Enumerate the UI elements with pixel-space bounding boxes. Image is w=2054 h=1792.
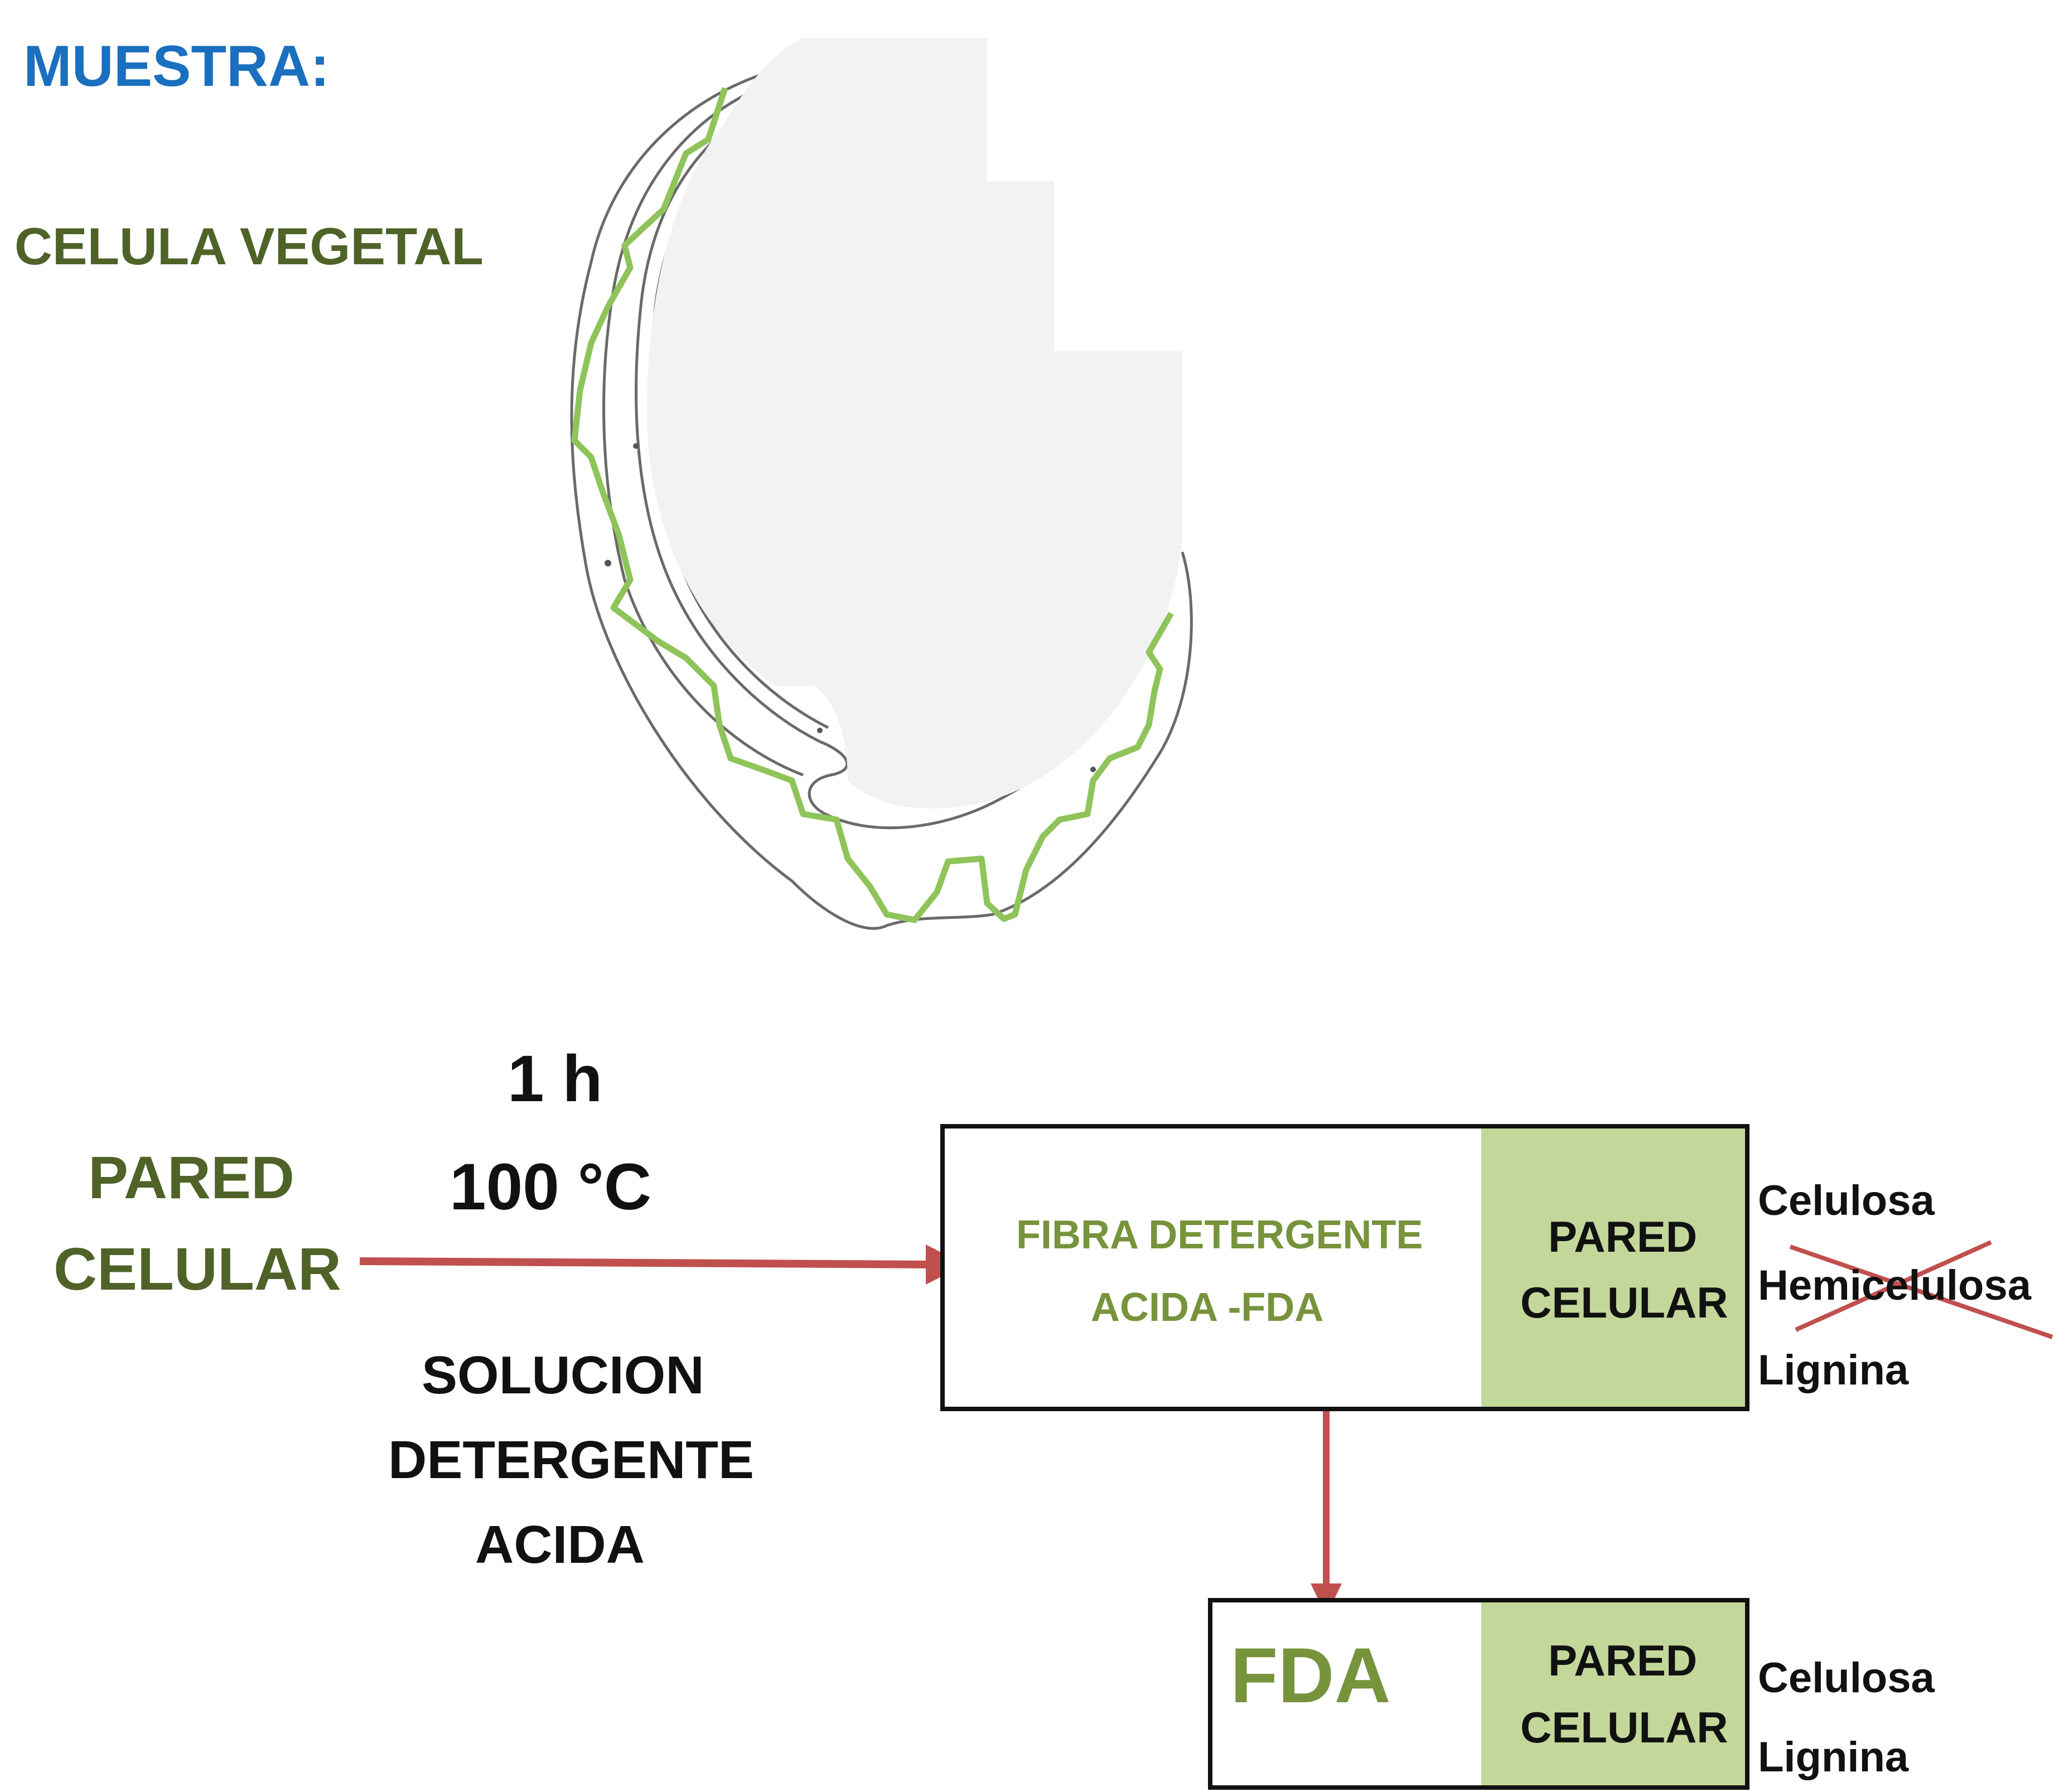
cytoplasm-region bbox=[647, 38, 1182, 809]
strike-x bbox=[1789, 1240, 2053, 1339]
reaction-arrow bbox=[359, 1244, 965, 1285]
cell-wall-outline bbox=[571, 87, 1174, 923]
result-label: FDA bbox=[1230, 1631, 1391, 1719]
reagent-line2: DETERGENTE bbox=[388, 1430, 755, 1490]
fda-box-line2: ACIDA -FDA bbox=[1091, 1285, 1324, 1330]
fda-wall-line1: PARED bbox=[1548, 1212, 1698, 1261]
result-box: FDA PARED CELULAR bbox=[1208, 1598, 1749, 1790]
condition-temperature: 100 °C bbox=[450, 1150, 652, 1224]
result-component-lignina: Lignina bbox=[1758, 1733, 1909, 1781]
fda-component-celulosa: Celulosa bbox=[1758, 1177, 1935, 1224]
result-component-celulosa: Celulosa bbox=[1758, 1654, 1935, 1702]
fda-box-line1: FIBRA DETERGENTE bbox=[1016, 1213, 1423, 1257]
input-label-line1: PARED bbox=[88, 1144, 295, 1211]
cell-title: CELULA VEGETAL bbox=[15, 217, 484, 275]
reagent-line3: ACIDA bbox=[475, 1515, 645, 1575]
result-wall-line1: PARED bbox=[1548, 1636, 1698, 1685]
fda-wall-line2: CELULAR bbox=[1520, 1278, 1728, 1327]
cell-outer-outline bbox=[570, 64, 1193, 930]
fda-component-lignina: Lignina bbox=[1758, 1347, 1909, 1394]
cell-inner-outline bbox=[602, 82, 804, 777]
sample-title: MUESTRA: bbox=[23, 34, 330, 99]
result-wall-cell: PARED CELULAR bbox=[1481, 1602, 1745, 1785]
input-label-line2: CELULAR bbox=[54, 1235, 341, 1302]
fda-wall-cell: PARED CELULAR bbox=[1481, 1129, 1745, 1407]
result-wall-line2: CELULAR bbox=[1520, 1703, 1728, 1752]
reagent-line1: SOLUCION bbox=[422, 1345, 704, 1405]
fda-box: FIBRA DETERGENTE ACIDA -FDA PARED CELULA… bbox=[940, 1124, 1749, 1411]
fda-component-hemicelulosa: Hemicelulosa bbox=[1758, 1262, 2031, 1309]
condition-time: 1 h bbox=[508, 1042, 603, 1116]
